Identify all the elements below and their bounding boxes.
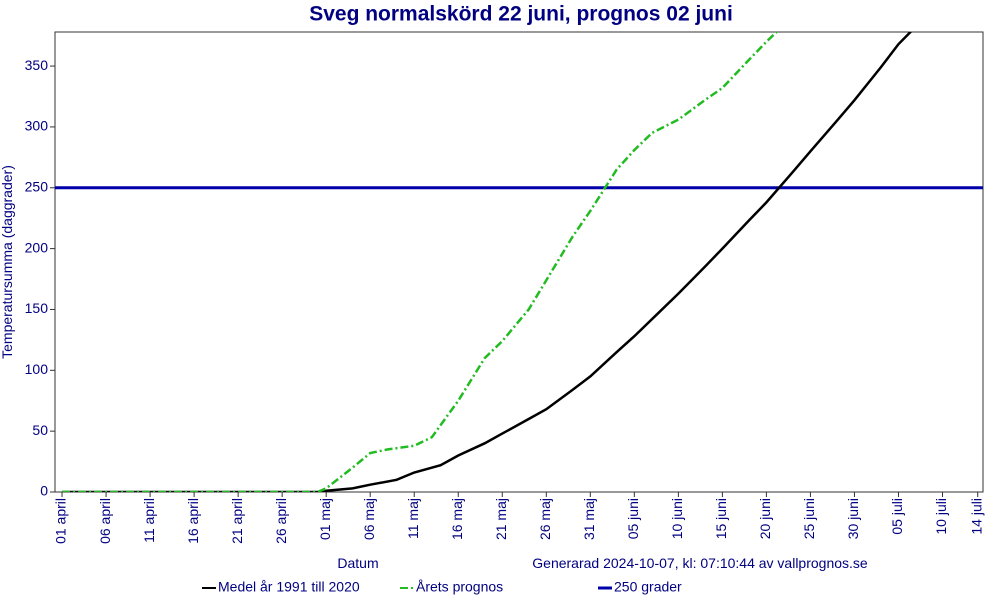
x-tick-label: 21 april bbox=[229, 498, 245, 544]
y-axis-label: Temperatursumma (daggrader) bbox=[0, 165, 15, 359]
x-tick-label: 16 maj bbox=[449, 498, 465, 540]
y-tick-label: 50 bbox=[32, 422, 48, 438]
y-tick-label: 0 bbox=[40, 483, 48, 499]
y-tick-label: 250 bbox=[25, 178, 49, 194]
x-tick-label: 14 juli bbox=[968, 498, 984, 535]
series-line bbox=[62, 32, 913, 492]
legend-label: 250 grader bbox=[614, 579, 682, 595]
plot-lines bbox=[55, 32, 983, 492]
x-tick-label: 05 juli bbox=[889, 498, 905, 535]
y-tick-label: 350 bbox=[25, 57, 49, 73]
chart-title: Sveg normalskörd 22 juni, prognos 02 jun… bbox=[309, 3, 733, 26]
x-tick-label: 05 juni bbox=[625, 498, 641, 539]
x-tick-label: 25 juni bbox=[801, 498, 817, 539]
x-tick-label: 26 april bbox=[273, 498, 289, 544]
x-tick-label: 26 maj bbox=[537, 498, 553, 540]
y-tick-label: 150 bbox=[25, 300, 49, 316]
x-tick-label: 10 juni bbox=[669, 498, 685, 539]
x-tick-label: 01 maj bbox=[317, 498, 333, 540]
x-tick-label: 16 april bbox=[185, 498, 201, 544]
x-tick-label: 21 maj bbox=[493, 498, 509, 540]
legend-label: Årets prognos bbox=[416, 579, 503, 595]
generated-note: Generarad 2024-10-07, kl: 07:10:44 av va… bbox=[532, 555, 868, 571]
x-tick-label: 15 juni bbox=[713, 498, 729, 539]
y-tick-label: 300 bbox=[25, 118, 49, 134]
x-tick-label: 20 juni bbox=[757, 498, 773, 539]
plot-frame bbox=[54, 31, 984, 493]
series-line bbox=[62, 32, 779, 492]
x-axis-label: Datum bbox=[337, 555, 378, 571]
x-tick-label: 11 april bbox=[141, 498, 157, 543]
y-tick-label: 200 bbox=[25, 239, 49, 255]
x-tick-label: 06 april bbox=[97, 498, 113, 544]
x-tick-label: 11 maj bbox=[405, 498, 421, 539]
x-tick-label: 06 maj bbox=[361, 498, 377, 540]
x-tick-label: 30 juni bbox=[845, 498, 861, 539]
x-tick-label: 31 maj bbox=[581, 498, 597, 540]
x-tick-label: 10 juli bbox=[933, 498, 949, 535]
y-tick-label: 100 bbox=[25, 361, 49, 377]
x-tick-label: 01 april bbox=[53, 498, 69, 544]
legend-label: Medel år 1991 till 2020 bbox=[218, 579, 360, 595]
